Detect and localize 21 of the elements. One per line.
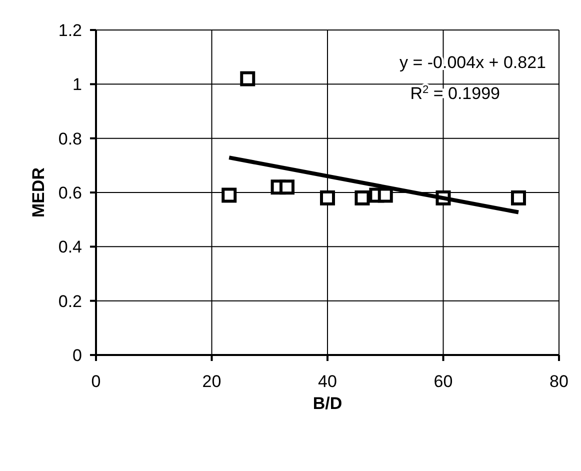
y-axis-title: MEDR bbox=[29, 167, 48, 218]
point bbox=[222, 188, 237, 203]
y-tick-label: 0.8 bbox=[58, 129, 82, 148]
x-tick-label: 40 bbox=[318, 372, 337, 392]
point bbox=[354, 190, 370, 206]
y-tick-label: 1.2 bbox=[58, 21, 82, 40]
y-tick-label: 1 bbox=[72, 75, 82, 94]
x-tick-label: 0 bbox=[91, 372, 101, 392]
point bbox=[240, 71, 256, 86]
y-tick-label: 0.4 bbox=[58, 238, 82, 257]
y-tick-label: 0.6 bbox=[58, 184, 82, 203]
y-tick-label: 0.2 bbox=[58, 292, 82, 311]
x-tick-label: 20 bbox=[202, 372, 222, 392]
point bbox=[279, 180, 294, 195]
point bbox=[320, 190, 335, 206]
x-axis-title: B/D bbox=[312, 394, 342, 413]
x-tick-label: 80 bbox=[550, 372, 568, 392]
x-tick-label: 60 bbox=[434, 372, 453, 392]
point bbox=[378, 188, 393, 203]
y-tick-label: 0 bbox=[72, 346, 82, 366]
point bbox=[510, 190, 526, 206]
